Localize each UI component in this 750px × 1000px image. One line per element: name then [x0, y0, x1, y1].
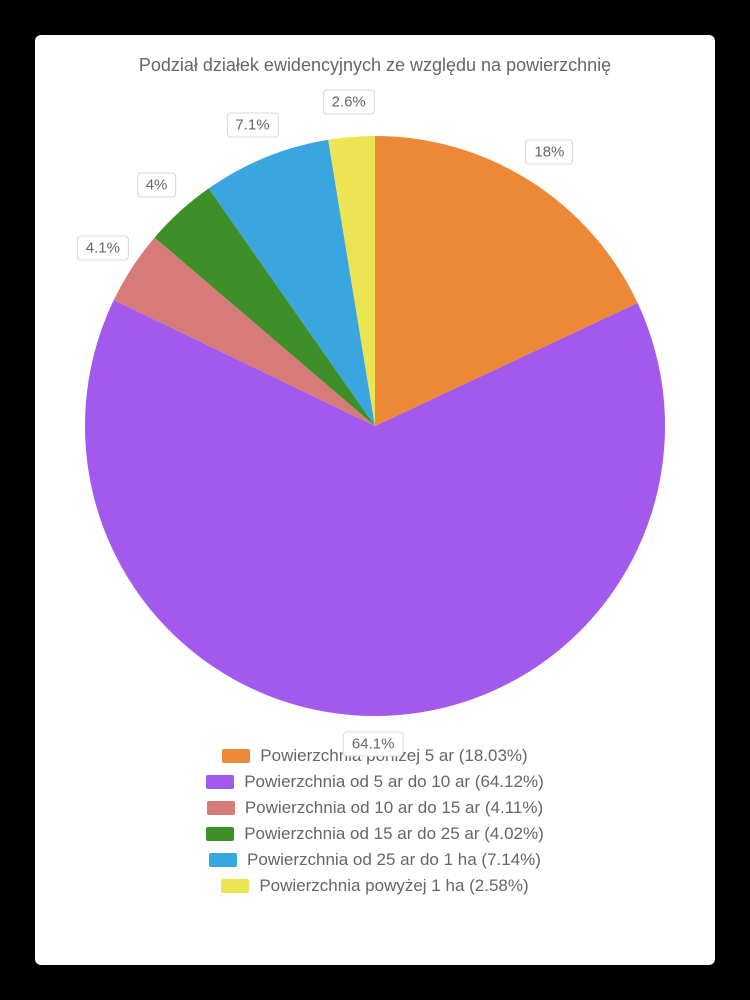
legend-swatch — [206, 827, 234, 841]
legend-label: Powierzchnia powyżej 1 ha (2.58%) — [259, 876, 528, 896]
legend-swatch — [222, 749, 250, 763]
legend-item: Powierzchnia od 10 ar do 15 ar (4.11%) — [207, 798, 543, 818]
pie-chart: 18%64.1%4.1%4%7.1%2.6% — [75, 126, 675, 726]
legend-item: Powierzchnia od 5 ar do 10 ar (64.12%) — [206, 772, 544, 792]
pie-svg — [75, 126, 675, 726]
slice-label: 2.6% — [323, 90, 375, 115]
slice-label: 18% — [525, 139, 573, 164]
chart-title: Podział działek ewidencyjnych ze względu… — [35, 35, 715, 76]
slice-label: 4% — [137, 173, 177, 198]
legend-swatch — [209, 853, 237, 867]
legend-label: Powierzchnia od 10 ar do 15 ar (4.11%) — [245, 798, 543, 818]
legend-item: Powierzchnia powyżej 1 ha (2.58%) — [221, 876, 528, 896]
legend-swatch — [206, 775, 234, 789]
legend-label: Powierzchnia od 15 ar do 25 ar (4.02%) — [244, 824, 544, 844]
legend-item: Powierzchnia od 15 ar do 25 ar (4.02%) — [206, 824, 544, 844]
legend-label: Powierzchnia od 5 ar do 10 ar (64.12%) — [244, 772, 544, 792]
slice-label: 7.1% — [226, 112, 278, 137]
chart-card: Podział działek ewidencyjnych ze względu… — [35, 35, 715, 965]
slice-label: 4.1% — [77, 236, 129, 261]
legend-item: Powierzchnia od 25 ar do 1 ha (7.14%) — [209, 850, 541, 870]
slice-label: 64.1% — [343, 731, 404, 756]
legend-label: Powierzchnia od 25 ar do 1 ha (7.14%) — [247, 850, 541, 870]
legend-swatch — [221, 879, 249, 893]
legend: Powierzchnia poniżej 5 ar (18.03%)Powier… — [35, 746, 715, 896]
legend-swatch — [207, 801, 235, 815]
